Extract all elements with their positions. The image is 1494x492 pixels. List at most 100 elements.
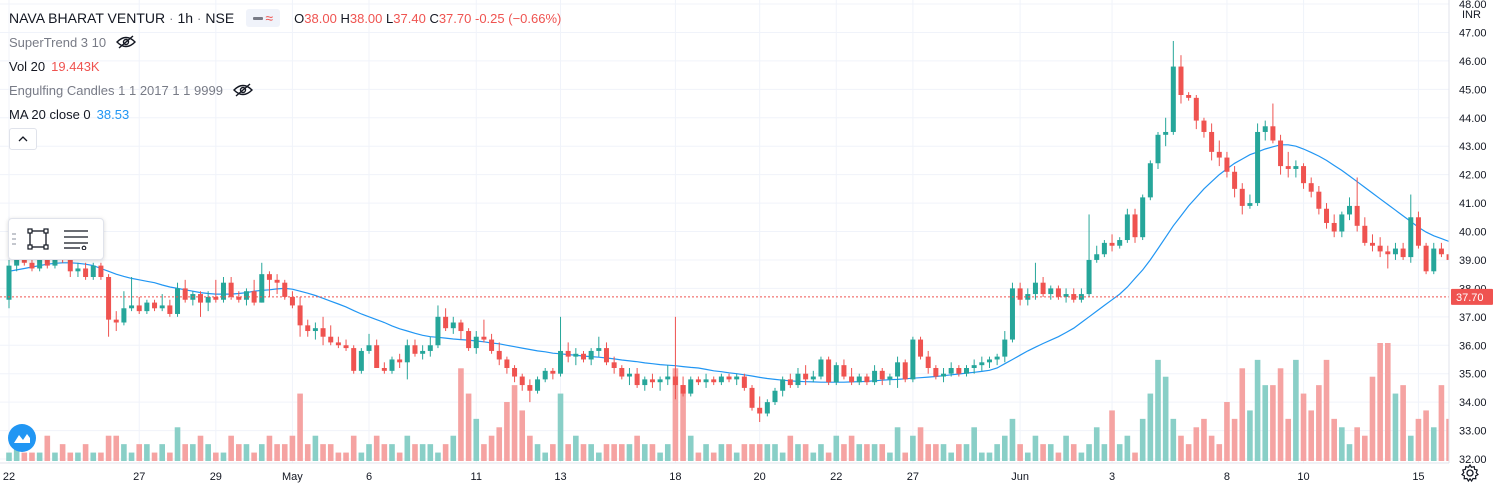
x-tick-label: 27 xyxy=(133,471,145,483)
candle xyxy=(1309,177,1314,197)
candle-body xyxy=(7,266,12,300)
candle xyxy=(964,365,969,376)
volume-bar xyxy=(826,453,832,461)
symbol-name[interactable]: NAVA BHARAT VENTUR xyxy=(9,10,165,26)
candle xyxy=(795,368,800,388)
candle xyxy=(520,374,525,391)
candle-body xyxy=(719,377,724,383)
candle-body xyxy=(734,377,739,380)
candle-body xyxy=(443,317,448,328)
candle xyxy=(604,342,609,365)
candle xyxy=(619,365,624,379)
eye-off-icon[interactable] xyxy=(116,35,136,49)
volume-bar xyxy=(320,444,326,461)
candle-body xyxy=(328,337,333,343)
exchange-label: NSE xyxy=(205,10,234,26)
candle xyxy=(979,357,984,371)
volume-bar xyxy=(1109,410,1115,461)
candle-body xyxy=(390,359,395,370)
candle xyxy=(1385,246,1390,269)
candle xyxy=(642,377,647,391)
candle-body xyxy=(1048,288,1053,294)
volume-bar xyxy=(282,444,288,461)
candle-body xyxy=(642,379,647,385)
candle-body xyxy=(1056,288,1061,297)
candle xyxy=(1378,237,1383,257)
candle xyxy=(895,357,900,388)
volume-bar xyxy=(1316,385,1322,461)
y-tick-label: 34.00 xyxy=(1459,397,1487,409)
candle xyxy=(811,371,816,382)
compare-chip[interactable]: ≈ xyxy=(246,9,280,27)
volume-bar xyxy=(473,419,479,461)
collapse-legend-button[interactable] xyxy=(9,128,37,150)
volume-bar xyxy=(90,453,96,461)
candle xyxy=(1439,243,1444,257)
candle-body xyxy=(98,266,103,277)
indicator-supertrend[interactable]: SuperTrend 3 10 xyxy=(9,30,561,54)
volume-bar xyxy=(634,436,640,461)
volume-bar xyxy=(22,453,28,461)
indicator-value: 38.53 xyxy=(97,107,130,122)
time-scale-bg[interactable] xyxy=(0,463,1494,487)
candle xyxy=(367,334,372,354)
candle xyxy=(933,365,938,379)
candle-body xyxy=(106,277,111,320)
candle-body xyxy=(926,357,931,368)
volume-bar xyxy=(527,436,533,461)
candle xyxy=(458,320,463,340)
volume-bar xyxy=(665,444,671,461)
volume-bar xyxy=(765,444,771,461)
volume-bar xyxy=(550,444,556,461)
candle xyxy=(543,368,548,382)
candle-body xyxy=(834,365,839,382)
indicator-engulfing[interactable]: Engulfing Candles 1 1 2017 1 1 9999 xyxy=(9,78,561,102)
volume-bar xyxy=(887,453,893,461)
eye-off-icon[interactable] xyxy=(233,83,253,97)
ma-line xyxy=(9,145,1494,382)
candle-body xyxy=(864,377,869,383)
candle-body xyxy=(1362,226,1367,243)
gear-icon[interactable] xyxy=(1460,463,1480,483)
volume-bar xyxy=(1132,453,1138,461)
volume-bar xyxy=(37,453,43,461)
indicator-ma[interactable]: MA 20 close 0 38.53 xyxy=(9,102,561,126)
candle xyxy=(466,328,471,351)
drag-handle[interactable] xyxy=(9,219,19,259)
candle xyxy=(1018,283,1023,306)
tradingview-logo-icon xyxy=(13,432,31,444)
last-price-badge: 37.70 xyxy=(1451,289,1493,305)
volume-bar xyxy=(1362,436,1368,461)
candle-body xyxy=(1148,163,1153,197)
volume-bar xyxy=(1216,444,1222,461)
volume-bar xyxy=(757,444,763,461)
candle xyxy=(818,357,823,380)
candle-body xyxy=(344,345,349,348)
candle-body xyxy=(412,345,417,354)
interval-label[interactable]: 1h xyxy=(177,10,193,26)
candle xyxy=(397,354,402,368)
drawing-toolbox[interactable] xyxy=(8,218,104,260)
candle-body xyxy=(987,359,992,362)
candle-body xyxy=(121,308,126,322)
volume-bar xyxy=(251,453,257,461)
candle-body xyxy=(1041,283,1046,294)
volume-bar xyxy=(1339,427,1345,461)
candle-body xyxy=(489,340,494,351)
volume-bar xyxy=(52,453,58,461)
tradingview-logo[interactable] xyxy=(8,424,36,452)
candle-body xyxy=(596,348,601,351)
indicator-volume[interactable]: Vol 20 19.443K xyxy=(9,54,561,78)
candle-body xyxy=(765,402,770,413)
x-tick-label: 22 xyxy=(3,471,15,483)
y-tick-label: 41.00 xyxy=(1459,198,1487,210)
candle xyxy=(1002,331,1007,362)
candle xyxy=(382,362,387,373)
candle-body xyxy=(382,368,387,371)
rectangle-tool-button[interactable] xyxy=(19,220,57,258)
y-tick-label: 43.00 xyxy=(1459,141,1487,153)
indicator-label: SuperTrend 3 10 xyxy=(9,35,106,50)
volume-bar xyxy=(1125,436,1131,461)
line-settings-button[interactable] xyxy=(57,220,95,258)
candle-body xyxy=(527,385,532,391)
